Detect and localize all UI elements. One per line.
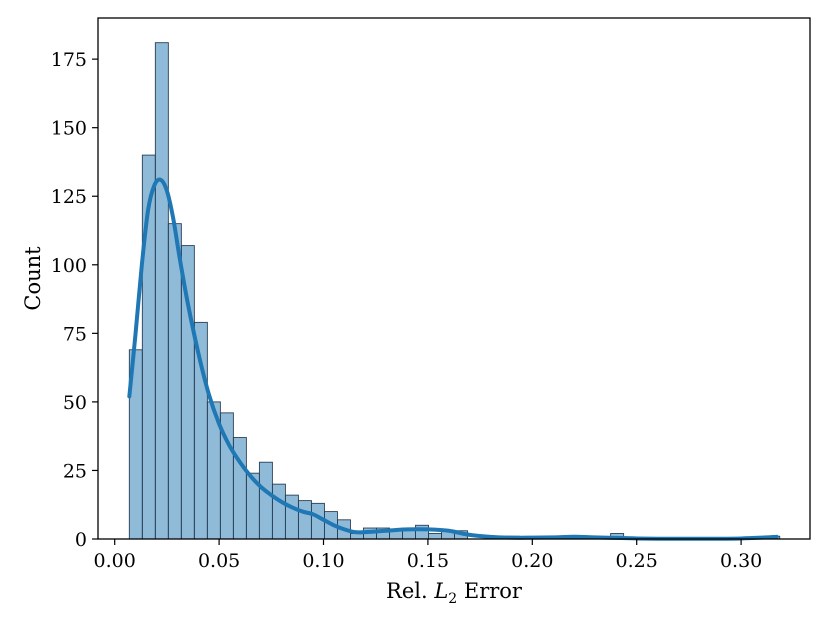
x-axis-label-prefix: Rel. <box>386 579 434 603</box>
x-axis-label-subscript: 2 <box>448 591 457 607</box>
histogram-bars <box>128 42 781 540</box>
histogram-bar <box>167 223 182 540</box>
y-tick-label: 75 <box>63 323 87 345</box>
axes-frame <box>97 17 811 540</box>
x-tick-label: 0.05 <box>198 550 240 572</box>
x-tick-label: 0.30 <box>720 550 762 572</box>
y-axis-label: Count <box>21 246 45 311</box>
x-tick-label: 0.15 <box>407 550 449 572</box>
x-tick-label: 0.10 <box>302 550 344 572</box>
y-tick-label: 0 <box>75 529 87 551</box>
x-axis-label-suffix: Error <box>457 579 523 603</box>
histogram-bar <box>350 533 364 540</box>
histogram-bar <box>428 533 442 540</box>
y-tick-label: 100 <box>51 255 87 277</box>
y-tick-label: 175 <box>51 49 87 71</box>
histogram-bar <box>271 483 286 540</box>
x-tick-label: 0.20 <box>511 550 553 572</box>
histogram-bar <box>297 500 312 540</box>
histogram-bar <box>193 321 208 540</box>
histogram-bar <box>284 494 299 540</box>
kde-curve-group <box>127 177 779 541</box>
x-axis-label: Rel. L2 Error <box>386 579 523 607</box>
y-axis-ticks: 0 25 50 75 100 125 150 175 <box>51 49 98 551</box>
y-tick-label: 150 <box>51 118 87 140</box>
y-tick-label: 125 <box>51 186 87 208</box>
x-tick-label: 0.25 <box>616 550 658 572</box>
kde-line <box>127 177 779 541</box>
histogram-bar <box>154 42 169 540</box>
histogram-bar <box>258 461 273 540</box>
y-tick-label: 50 <box>63 392 87 414</box>
x-axis-label-variable: L <box>433 579 448 603</box>
x-axis-ticks: 0.00 0.05 0.10 0.15 0.20 0.25 0.30 <box>94 539 762 572</box>
x-tick-label: 0.00 <box>94 550 136 572</box>
y-tick-label: 25 <box>63 460 87 482</box>
